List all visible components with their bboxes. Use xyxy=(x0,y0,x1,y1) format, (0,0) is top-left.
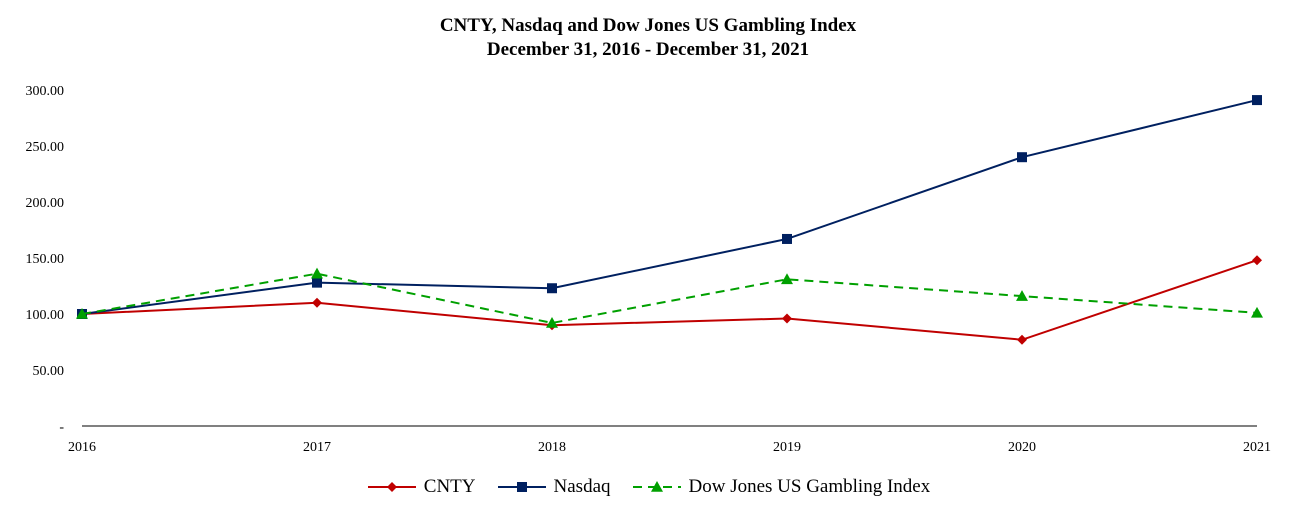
series-nasdaq xyxy=(77,95,1262,319)
point-cnty-2019 xyxy=(782,313,792,324)
y-tick-label: 100.00 xyxy=(26,308,65,323)
chart-title-line2: December 31, 2016 - December 31, 2021 xyxy=(486,39,810,60)
y-tick-label: - xyxy=(59,420,64,435)
x-tick-label: 2017 xyxy=(303,440,331,455)
point-nasdaq-2020 xyxy=(1017,152,1027,163)
legend-item-nasdaq: Nasdaq xyxy=(496,476,611,498)
legend-label: Nasdaq xyxy=(553,476,611,497)
chart-title: CNTY, Nasdaq and Dow Jones US Gambling I… xyxy=(0,14,1296,62)
y-tick-label: 50.00 xyxy=(33,364,65,379)
series-line-nasdaq xyxy=(81,99,1258,315)
y-tick-label: 200.00 xyxy=(26,196,65,211)
x-tick-label: 2021 xyxy=(1243,440,1271,455)
point-nasdaq-2017 xyxy=(312,277,322,288)
x-tick-label: 2018 xyxy=(538,440,566,455)
point-dow-jones-us-gambling-index-2019 xyxy=(781,273,793,285)
legend-item-dow-jones-us-gambling-index: Dow Jones US Gambling Index xyxy=(631,476,931,498)
point-nasdaq-2021 xyxy=(1252,95,1262,106)
y-tick-label: 250.00 xyxy=(26,140,65,155)
x-tick-label: 2016 xyxy=(68,440,96,455)
legend-label: Dow Jones US Gambling Index xyxy=(688,476,931,497)
point-dow-jones-us-gambling-index-2018 xyxy=(546,316,558,328)
legend-marker xyxy=(650,481,663,492)
legend-item-cnty: CNTY xyxy=(366,476,476,498)
point-dow-jones-us-gambling-index-2017 xyxy=(311,267,323,279)
point-cnty-2020 xyxy=(1017,334,1027,345)
legend-swatch-cnty xyxy=(367,482,416,492)
series-line-dow-jones-us-gambling-index xyxy=(81,272,1258,324)
y-tick-label: 150.00 xyxy=(26,252,65,267)
legend-marker xyxy=(386,482,397,492)
chart-title-line1: CNTY, Nasdaq and Dow Jones US Gambling I… xyxy=(439,15,857,36)
point-cnty-2017 xyxy=(312,297,322,308)
legend: CNTY Nasdaq Dow Jones US Gambling Index xyxy=(0,474,1296,500)
y-tick-label: 300.00 xyxy=(26,84,65,99)
point-nasdaq-2018 xyxy=(547,283,557,294)
series-line-cnty xyxy=(81,259,1258,341)
axes: - 50.00 100.00 150.00 200.00 250.00 300.00 2016… xyxy=(26,84,1272,455)
legend-swatch-nasdaq xyxy=(497,482,546,492)
point-dow-jones-us-gambling-index-2021 xyxy=(1251,306,1263,318)
point-cnty-2021 xyxy=(1252,255,1262,266)
point-dow-jones-us-gambling-index-2016 xyxy=(76,308,88,319)
legend-marker xyxy=(516,482,527,492)
line-chart: - 50.00 100.00 150.00 200.00 250.00 300.00 2016… xyxy=(26,84,1272,455)
point-dow-jones-us-gambling-index-2020 xyxy=(1016,290,1028,301)
point-nasdaq-2019 xyxy=(782,233,792,244)
legend-swatch-dow-jones-us-gambling-index xyxy=(632,481,681,492)
x-tick-label: 2020 xyxy=(1008,440,1036,455)
series-layer xyxy=(76,95,1263,345)
series-cnty xyxy=(77,255,1262,345)
legend-label: CNTY xyxy=(423,476,476,497)
x-tick-label: 2019 xyxy=(773,440,801,455)
series-dow-jones-us-gambling-index xyxy=(76,267,1263,328)
